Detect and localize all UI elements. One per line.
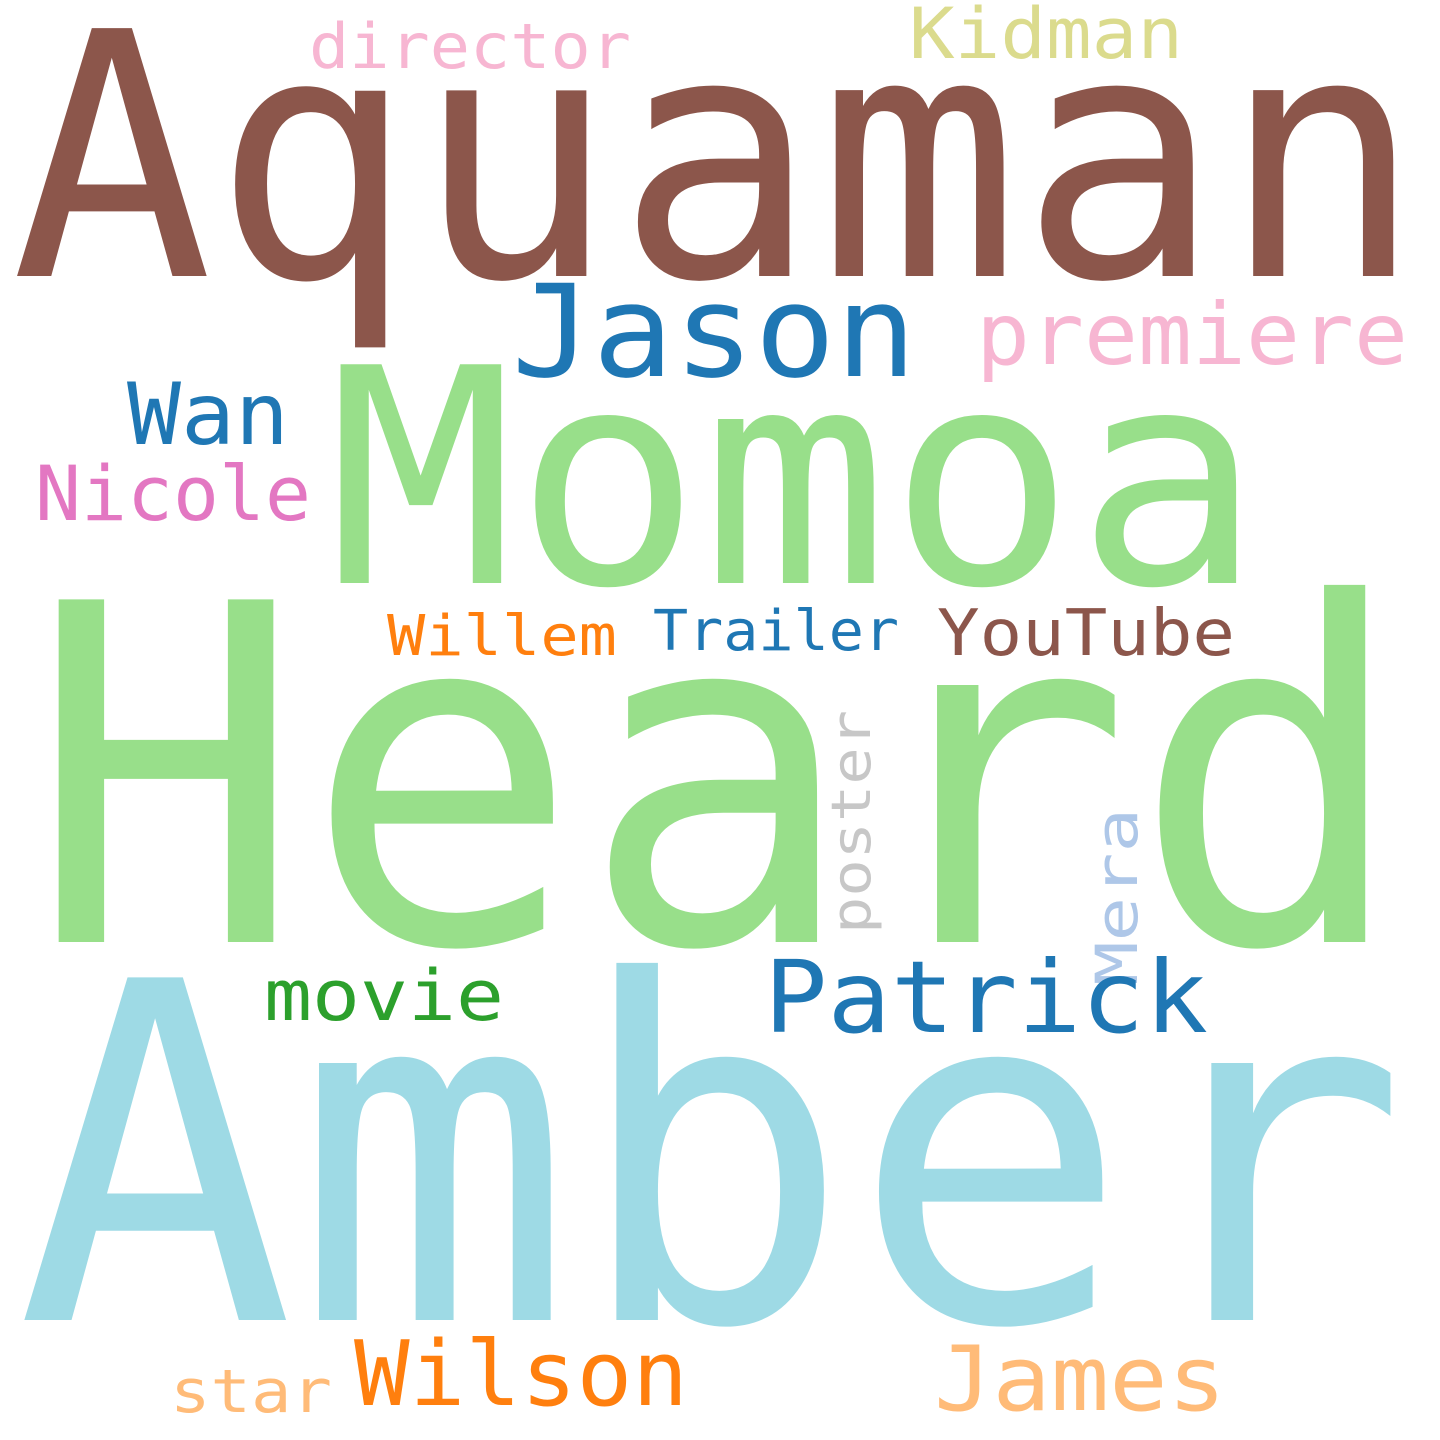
word-premiere: premiere — [976, 285, 1408, 385]
word-trailer: Trailer — [653, 599, 899, 664]
word-director: director — [309, 10, 631, 83]
word-kidman: Kidman — [909, 0, 1183, 75]
word-star: star — [170, 1357, 332, 1427]
word-amber: Amber — [16, 884, 1408, 1431]
word-heard: Heard — [28, 506, 1408, 1053]
word-momoa: Momoa — [328, 305, 1263, 654]
word-poster: poster — [820, 710, 883, 934]
word-wilson: Wilson — [354, 1322, 688, 1427]
word-james: James — [934, 1327, 1226, 1432]
word-movie: movie — [264, 955, 504, 1037]
word-patrick: Patrick — [764, 939, 1208, 1056]
word-aquaman: Aquaman — [11, 0, 1423, 357]
word-mera: Mera — [1083, 808, 1151, 986]
word-wan: Wan — [127, 365, 289, 465]
word-nicole: Nicole — [35, 449, 311, 538]
word-youtube: YouTube — [937, 597, 1235, 671]
word-jason: Jason — [512, 258, 917, 407]
word-willem: Willem — [387, 604, 617, 669]
